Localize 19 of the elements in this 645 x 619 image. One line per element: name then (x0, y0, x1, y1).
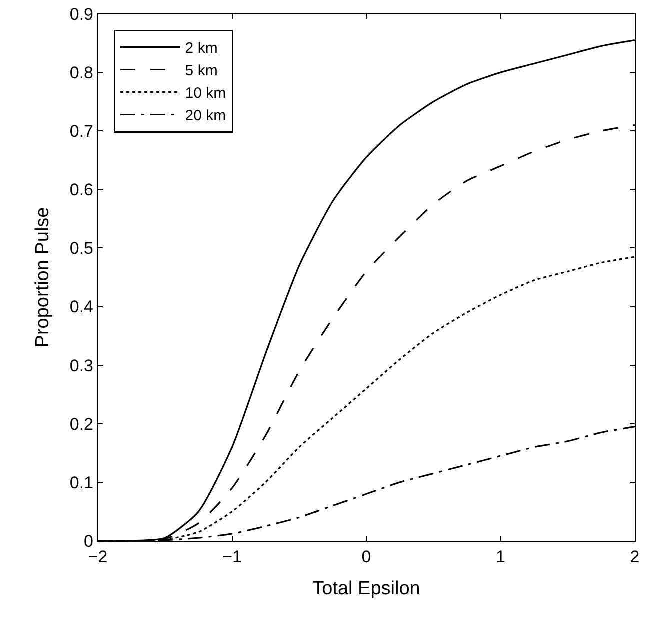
x-tick-label: 0 (362, 548, 372, 566)
y-tick-label: 0.6 (70, 180, 94, 200)
y-tick-label: 0.4 (70, 298, 94, 317)
legend-label: 10 km (185, 85, 226, 102)
y-tick-label: 0.1 (70, 473, 94, 492)
y-axis-title: Proportion Pulse (32, 207, 54, 348)
x-tick-label: −1 (222, 548, 242, 566)
y-tick-label: 0.7 (70, 122, 94, 142)
legend-label: 5 km (185, 62, 218, 80)
y-tick-label: 0.9 (70, 4, 94, 24)
legend-label: 2 km (185, 40, 218, 58)
legend-label: 20 km (185, 108, 226, 125)
x-axis-title: Total Epsilon (312, 578, 420, 600)
x-tick-label: 1 (496, 548, 506, 566)
y-tick-label: 0.2 (70, 414, 94, 434)
x-tick-label: 2 (630, 548, 640, 566)
y-tick-label: 0.8 (70, 64, 94, 83)
y-tick-label: 0.3 (70, 356, 94, 376)
y-tick-label: 0.5 (70, 239, 94, 258)
